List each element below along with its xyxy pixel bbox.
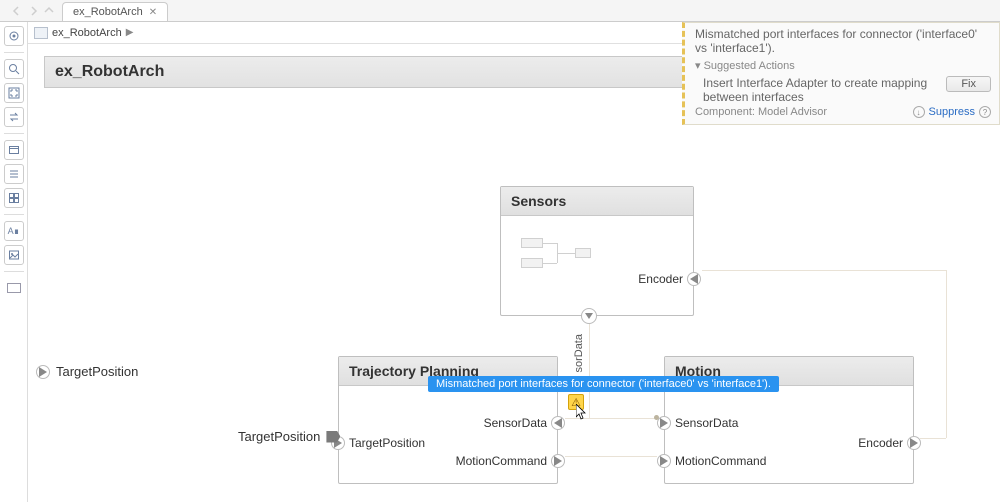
help-icon[interactable]: ?	[979, 106, 991, 118]
fix-button[interactable]: Fix	[946, 76, 991, 92]
cursor-icon	[576, 404, 588, 423]
wire	[702, 270, 946, 271]
feed-label: TargetPosition	[238, 429, 320, 444]
port-in-icon	[657, 416, 671, 430]
wire	[565, 456, 657, 457]
content-area: ex_RobotArch ▶ ex_RobotArch TargetPositi…	[28, 22, 1000, 502]
fit-icon[interactable]	[4, 83, 24, 103]
nav-arrows	[4, 0, 62, 21]
list-icon[interactable]	[4, 164, 24, 184]
window-icon[interactable]	[4, 140, 24, 160]
port-out-icon	[687, 272, 701, 286]
image-icon[interactable]	[4, 245, 24, 265]
tab-strip: ex_RobotArch ✕	[0, 0, 1000, 22]
port-label: Encoder	[858, 436, 903, 450]
breadcrumb-label[interactable]: ex_RobotArch	[52, 27, 122, 39]
blank-rect-icon[interactable]	[4, 278, 24, 298]
wire-label: sorData	[573, 334, 585, 373]
forward-icon[interactable]	[26, 4, 40, 18]
component-title: Sensors	[501, 187, 693, 216]
annotate-icon[interactable]: A∎	[4, 221, 24, 241]
port-label: TargetPosition	[349, 436, 425, 450]
model-icon	[34, 27, 48, 39]
port-motioncommand-in[interactable]: MotionCommand	[657, 454, 766, 468]
component-sensors[interactable]: Sensors Encoder	[500, 186, 694, 316]
external-port-targetposition[interactable]: TargetPosition	[36, 364, 138, 379]
port-in-icon	[657, 454, 671, 468]
tab-label: ex_RobotArch	[73, 6, 143, 18]
port-down-icon[interactable]	[581, 308, 597, 324]
port-label: SensorData	[675, 416, 738, 430]
port-in-icon	[36, 365, 50, 379]
port-encoder-out[interactable]: Encoder	[858, 436, 921, 450]
close-icon[interactable]: ✕	[149, 7, 157, 18]
grid-icon[interactable]	[4, 188, 24, 208]
up-icon[interactable]	[42, 4, 56, 18]
wire	[946, 270, 947, 438]
port-targetposition-in[interactable]: TargetPosition	[331, 436, 425, 450]
thumbnail-icon	[521, 236, 591, 276]
down-arrow-icon: ↓	[913, 106, 925, 118]
canvas[interactable]: TargetPosition Sensors Encoder	[28, 78, 1000, 502]
back-icon[interactable]	[10, 4, 24, 18]
port-out-icon	[551, 454, 565, 468]
chevron-right-icon[interactable]: ▶	[126, 27, 134, 38]
wire	[920, 438, 946, 439]
wire	[589, 324, 590, 418]
suppress-link[interactable]: ↓ Suppress ?	[913, 106, 991, 118]
swap-icon[interactable]	[4, 107, 24, 127]
warning-tooltip: Mismatched port interfaces for connector…	[428, 376, 779, 392]
port-label: SensorData	[484, 416, 547, 430]
port-motioncommand-out[interactable]: MotionCommand	[456, 454, 565, 468]
left-toolbar: A∎	[0, 22, 28, 502]
target-position-feed: TargetPosition	[238, 429, 340, 444]
tab-ex-robotarch[interactable]: ex_RobotArch ✕	[62, 2, 168, 21]
advisory-action-text: Insert Interface Adapter to create mappi…	[703, 76, 940, 104]
pentagon-icon	[326, 431, 340, 443]
component-label: Component: Model Advisor	[695, 106, 827, 118]
port-label: Encoder	[638, 272, 683, 286]
advisory-panel: Mismatched port interfaces for connector…	[682, 22, 1000, 125]
port-label: MotionCommand	[675, 454, 766, 468]
zoom-icon[interactable]	[4, 59, 24, 79]
external-port-label: TargetPosition	[56, 364, 138, 379]
port-label: MotionCommand	[456, 454, 547, 468]
port-encoder-out[interactable]: Encoder	[638, 272, 701, 286]
advisory-message: Mismatched port interfaces for connector…	[695, 27, 991, 55]
suppress-label: Suppress	[929, 106, 975, 118]
port-sensordata-in[interactable]: SensorData	[657, 416, 738, 430]
port-out-icon	[907, 436, 921, 450]
tooltip-text: Mismatched port interfaces for connector…	[436, 378, 771, 390]
suggested-actions-label: ▾ Suggested Actions	[695, 59, 991, 72]
port-in-icon	[551, 416, 565, 430]
explorer-icon[interactable]	[4, 26, 24, 46]
branch-dot-icon	[654, 415, 659, 420]
wire	[589, 418, 657, 419]
port-sensordata-in[interactable]: SensorData	[484, 416, 565, 430]
